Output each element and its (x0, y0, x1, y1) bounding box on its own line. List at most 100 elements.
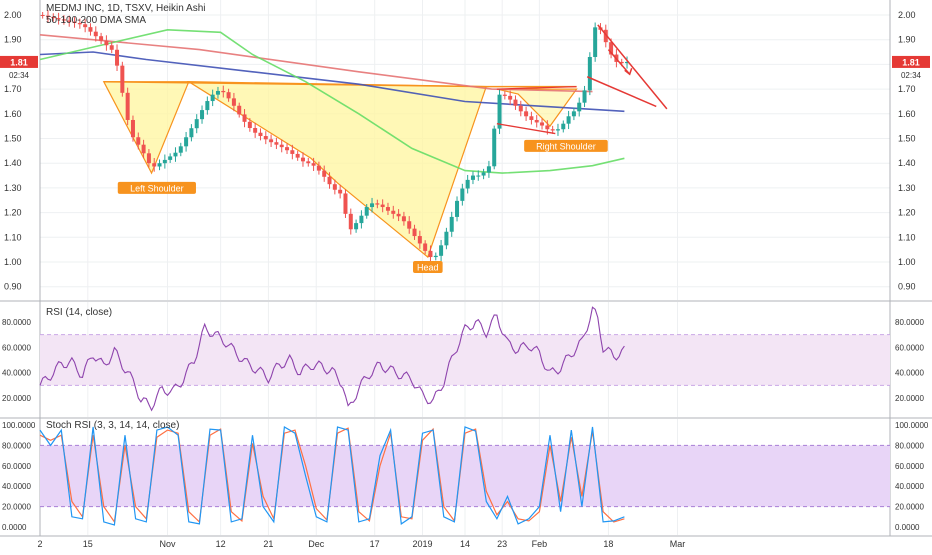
axes: 2.002.001.901.901.801.801.701.701.601.60… (0, 10, 930, 549)
candle-body (508, 95, 513, 100)
candle-body (476, 175, 481, 177)
neckline (103, 80, 577, 88)
x-tick-label: 15 (83, 539, 93, 549)
candle-body (417, 236, 422, 244)
price-tick-label-right: 1.90 (898, 35, 916, 45)
stoch-tick-label-right: 40.0000 (895, 482, 924, 491)
candle-body (205, 101, 210, 111)
candle-body (83, 24, 88, 28)
candle-body (470, 175, 475, 180)
candle-body (502, 94, 507, 96)
price-tick-label-right: 2.00 (898, 10, 916, 20)
candle-body (391, 210, 396, 214)
price-tick-label-left: 1.40 (4, 158, 22, 168)
candle-body (439, 245, 444, 256)
x-tick-label: 18 (603, 539, 613, 549)
candle-body (93, 31, 98, 37)
candle-body (550, 129, 555, 131)
candle-body (566, 116, 571, 124)
price-tick-label-left: 1.20 (4, 208, 22, 218)
candle-body (300, 157, 305, 162)
candle-body (465, 179, 470, 189)
wedge-bottom-line (586, 76, 657, 108)
candle-body (423, 243, 428, 251)
rsi-band (40, 334, 890, 386)
candle-body (162, 159, 167, 164)
candle-body (492, 128, 497, 167)
candle-body (513, 99, 518, 106)
head-label-text: Head (417, 262, 439, 272)
left-shoulder-label-text: Left Shoulder (130, 183, 184, 193)
candle-body (396, 213, 401, 217)
x-tick-label: 23 (497, 539, 507, 549)
candle-body (189, 128, 194, 138)
candle-body (603, 29, 608, 43)
stoch-rsi-panel (39, 426, 890, 526)
candle-body (67, 20, 72, 22)
rsi-tick-label-left: 80.0000 (2, 318, 31, 327)
candle-body (359, 215, 364, 224)
rsi-tick-label-left: 20.0000 (2, 394, 31, 403)
moving-average-line (39, 28, 625, 174)
stoch-rsi-title: Stoch RSI (3, 3, 14, 14, close) (46, 420, 180, 431)
candle-body (354, 223, 359, 230)
candle-body (157, 163, 162, 167)
down-arrow-icon (607, 49, 631, 75)
stoch-tick-label-left: 100.0000 (2, 421, 36, 430)
candle-body (364, 207, 369, 216)
candle-body (279, 144, 284, 148)
price-tick-label-right: 1.70 (898, 84, 916, 94)
candle-body (263, 136, 268, 140)
candle-body (555, 129, 560, 131)
x-tick-label: 12 (216, 539, 226, 549)
candle-body (529, 116, 534, 120)
candle-body (61, 19, 66, 21)
candle-body (285, 147, 290, 151)
candle-body (136, 137, 141, 145)
candle-body (242, 114, 247, 122)
price-tick-label-right: 1.10 (898, 232, 916, 242)
price-badge-left-text: 1.81 (10, 57, 28, 67)
candle-body (593, 27, 598, 57)
left-shoulder-label (117, 181, 196, 194)
candle-body (210, 94, 215, 102)
x-tick-label: 2 (37, 539, 42, 549)
candle-body (518, 105, 523, 112)
candle-body (625, 61, 630, 64)
price-tick-label-left: 1.10 (4, 232, 22, 242)
x-tick-label: Mar (670, 539, 686, 549)
candle-body (433, 255, 438, 258)
stoch-tick-label-right: 100.0000 (895, 421, 929, 430)
candle-body (152, 163, 157, 167)
candle-body (306, 161, 311, 164)
price-tick-label-left: 1.30 (4, 183, 22, 193)
candle-body (99, 36, 104, 41)
candle-body (327, 176, 332, 185)
price-tick-label-right: 0.90 (898, 282, 916, 292)
heikin-ashi-candles (40, 10, 630, 263)
main-title: MEDMJ INC, 1D, TSXV, Heikin Ashi (46, 3, 206, 14)
candle-body (619, 61, 624, 64)
price-tick-label-right: 1.00 (898, 257, 916, 267)
candle-body (56, 18, 61, 20)
moving-averages (39, 28, 625, 174)
rsi-tick-label-right: 80.0000 (895, 318, 924, 327)
price-tick-label-right: 1.30 (898, 183, 916, 193)
candle-body (274, 142, 279, 145)
arrow-head-icon (624, 68, 633, 76)
right-shoulder-label (524, 139, 608, 152)
price-tick-label-right: 1.20 (898, 208, 916, 218)
x-tick-label: Dec (308, 539, 325, 549)
ma-legend: 50-100-200 DMA SMA (46, 15, 147, 26)
price-tick-label-left: 1.00 (4, 257, 22, 267)
x-tick-label: Nov (159, 539, 176, 549)
price-tick-label-left: 2.00 (4, 10, 22, 20)
x-tick-label: Feb (532, 539, 548, 549)
candle-body (455, 200, 460, 217)
head-and-shoulders-pattern (102, 80, 578, 259)
rsi-tick-label-right: 60.0000 (895, 343, 924, 352)
candle-body (385, 207, 390, 211)
candle-body (412, 228, 417, 237)
candle-body (338, 189, 343, 194)
